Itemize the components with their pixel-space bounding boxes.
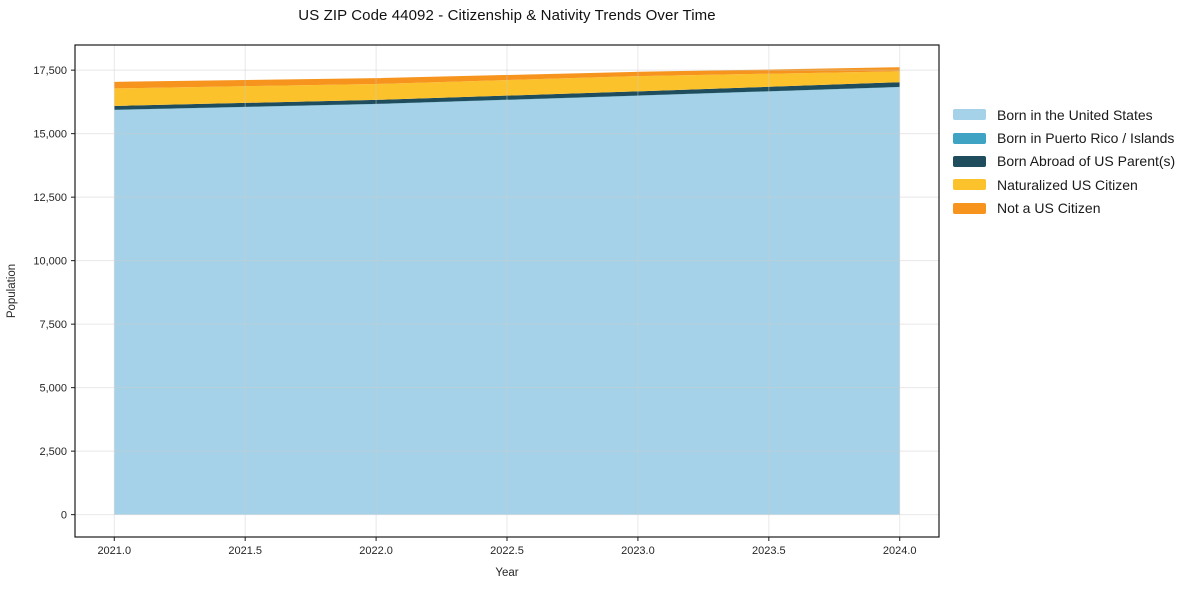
x-tick-label: 2024.0 [883, 545, 917, 557]
x-tick-label: 2021.5 [228, 545, 262, 557]
y-tick-label: 2,500 [39, 446, 67, 458]
y-tick-label: 17,500 [33, 65, 67, 77]
x-axis-label: Year [495, 567, 518, 579]
x-tick-label: 2023.0 [621, 545, 655, 557]
legend-item-born-in-the-united-states: Born in the United States [953, 103, 1175, 126]
y-tick-label: 12,500 [33, 192, 67, 204]
legend-label: Born in Puerto Rico / Islands [997, 130, 1175, 147]
legend-label: Naturalized US Citizen [997, 176, 1138, 193]
legend-item-naturalized-us-citizen: Naturalized US Citizen [953, 173, 1175, 196]
chart-title: US ZIP Code 44092 - Citizenship & Nativi… [298, 7, 716, 24]
legend-item-born-in-puerto-rico-islands: Born in Puerto Rico / Islands [953, 126, 1175, 149]
y-tick-label: 7,500 [39, 319, 67, 331]
legend-swatch [953, 155, 986, 167]
area-naturalized-us-citizen [114, 71, 900, 106]
y-tick-label: 10,000 [33, 256, 67, 268]
area-born-in-the-united-states [114, 87, 900, 515]
y-tick-label: 0 [61, 510, 67, 522]
legend-item-not-a-us-citizen: Not a US Citizen [953, 197, 1175, 220]
legend: Born in the United States Born in Puerto … [953, 103, 1175, 220]
legend-label: Born Abroad of US Parent(s) [997, 153, 1176, 170]
y-tick-label: 15,000 [33, 129, 67, 141]
legend-label: Not a US Citizen [997, 200, 1101, 217]
legend-label: Born in the United States [997, 106, 1153, 123]
legend-swatch [953, 179, 986, 191]
legend-swatch [953, 109, 986, 121]
y-tick-label: 5,000 [39, 383, 67, 395]
legend-swatch [953, 132, 986, 144]
area-not-a-us-citizen [114, 67, 900, 89]
y-axis-label: Population [6, 264, 18, 318]
x-tick-label: 2021.0 [97, 545, 131, 557]
x-tick-label: 2023.5 [752, 545, 786, 557]
area-born-abroad-of-us-parent-s [114, 82, 900, 110]
legend-swatch [953, 202, 986, 214]
x-tick-label: 2022.5 [490, 545, 524, 557]
x-tick-label: 2022.0 [359, 545, 393, 557]
legend-item-born-abroad-of-us-parent-s: Born Abroad of US Parent(s) [953, 150, 1175, 173]
